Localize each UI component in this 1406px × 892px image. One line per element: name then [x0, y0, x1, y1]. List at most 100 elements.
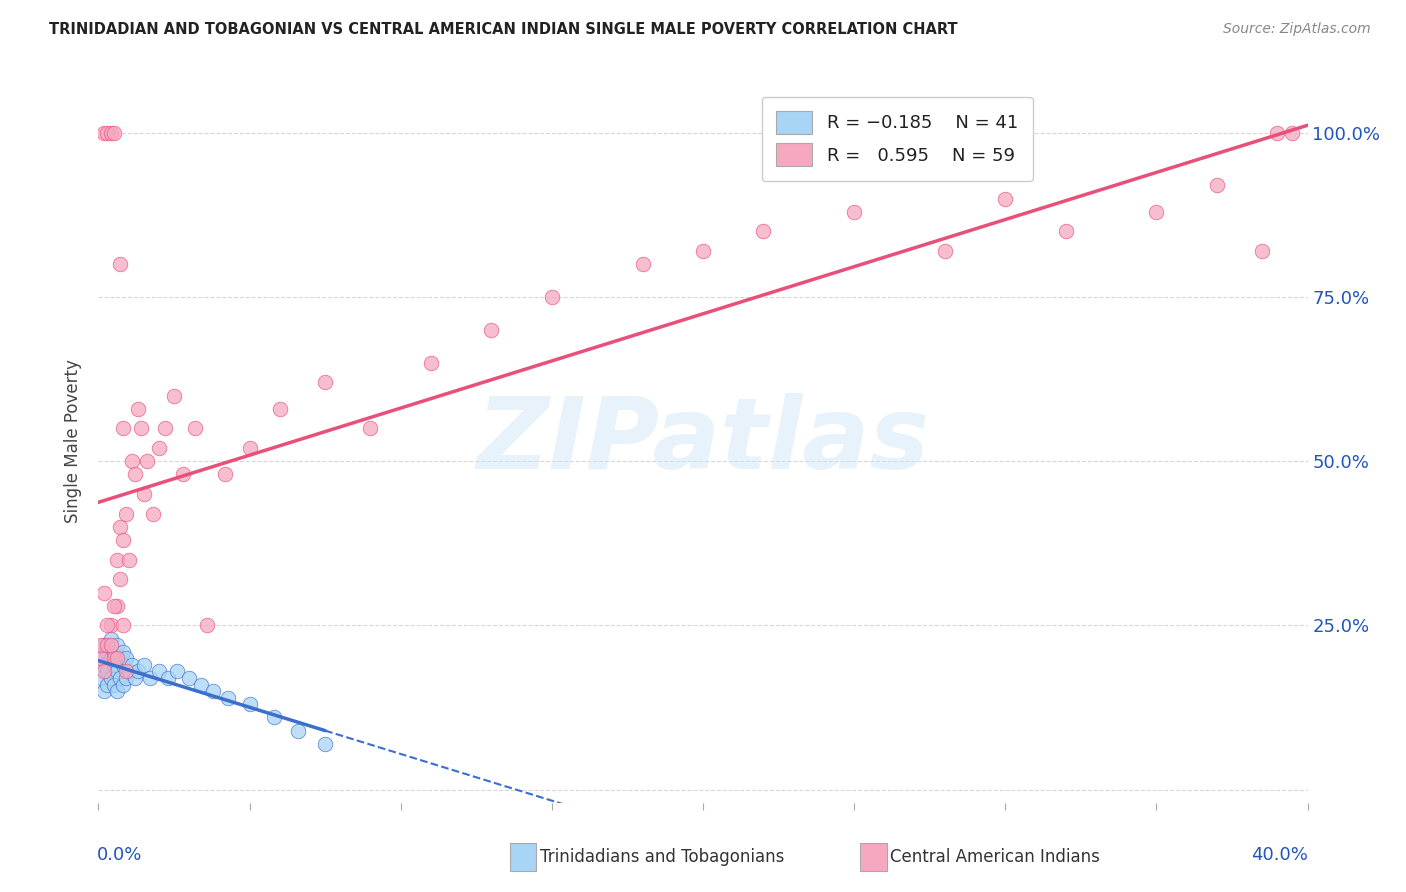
Point [202, 684, 225, 698]
Point [179, 671, 201, 685]
Point [420, 356, 443, 370]
Point [96, 677, 118, 691]
Point [172, 467, 194, 482]
Point [111, 677, 134, 691]
Text: ZIPatlas: ZIPatlas [477, 393, 929, 490]
Point [103, 651, 125, 665]
Text: TRINIDADIAN AND TOBAGONIAN VS CENTRAL AMERICAN INDIAN SINGLE MALE POVERTY CORREL: TRINIDADIAN AND TOBAGONIAN VS CENTRAL AM… [49, 22, 957, 37]
Point [114, 507, 136, 521]
Point [1267, 126, 1289, 140]
Point [1206, 178, 1229, 193]
Point [100, 651, 122, 665]
Point [184, 421, 207, 435]
Point [360, 421, 382, 435]
Point [127, 665, 149, 679]
Point [108, 257, 131, 271]
Point [118, 553, 141, 567]
Point [692, 244, 714, 258]
Point [121, 657, 143, 672]
Point [121, 454, 143, 468]
Text: Central American Indians: Central American Indians [890, 848, 1101, 866]
Point [108, 520, 131, 534]
Point [540, 290, 562, 304]
Point [111, 657, 134, 672]
Point [148, 665, 170, 679]
Point [752, 224, 775, 238]
Point [132, 657, 155, 672]
Point [1144, 204, 1167, 219]
Point [156, 671, 179, 685]
Point [124, 467, 146, 482]
Point [1281, 126, 1303, 140]
Point [1251, 244, 1274, 258]
Point [103, 126, 125, 140]
Legend: R = −0.185    N = 41, R =   0.595    N = 59: R = −0.185 N = 41, R = 0.595 N = 59 [762, 96, 1032, 181]
Point [108, 573, 131, 587]
Point [190, 677, 212, 691]
Point [100, 632, 122, 646]
Point [93, 638, 115, 652]
Point [105, 684, 128, 698]
Point [142, 507, 165, 521]
Point [127, 401, 149, 416]
Point [153, 421, 176, 435]
Point [96, 126, 118, 140]
Point [100, 638, 122, 652]
Point [124, 671, 146, 685]
Point [100, 671, 122, 685]
Point [90, 671, 112, 685]
Point [105, 651, 128, 665]
Point [105, 665, 128, 679]
Point [263, 710, 285, 724]
Point [287, 723, 309, 738]
Point [166, 665, 188, 679]
Point [994, 192, 1017, 206]
Point [118, 665, 141, 679]
Point [148, 441, 170, 455]
Point [105, 553, 128, 567]
Point [217, 690, 239, 705]
Y-axis label: Single Male Poverty: Single Male Poverty [65, 359, 83, 524]
Point [129, 421, 152, 435]
Point [114, 665, 136, 679]
Point [163, 388, 186, 402]
Point [105, 599, 128, 613]
Point [214, 467, 236, 482]
Point [96, 645, 118, 659]
Text: 40.0%: 40.0% [1251, 847, 1308, 864]
Point [100, 618, 122, 632]
Point [631, 257, 654, 271]
Point [108, 671, 131, 685]
Text: Source: ZipAtlas.com: Source: ZipAtlas.com [1223, 22, 1371, 37]
Point [111, 533, 134, 547]
Point [314, 376, 336, 390]
Point [269, 401, 291, 416]
Point [100, 126, 122, 140]
Point [93, 665, 115, 679]
Point [90, 651, 112, 665]
Point [90, 651, 112, 665]
Point [93, 657, 115, 672]
Point [934, 244, 956, 258]
Point [96, 638, 118, 652]
Point [103, 657, 125, 672]
Point [1054, 224, 1077, 238]
Text: Trinidadians and Tobagonians: Trinidadians and Tobagonians [540, 848, 785, 866]
Point [114, 671, 136, 685]
Point [844, 204, 866, 219]
FancyBboxPatch shape [860, 843, 887, 871]
Point [111, 421, 134, 435]
Point [314, 737, 336, 751]
Point [90, 638, 112, 652]
Point [103, 645, 125, 659]
Point [103, 677, 125, 691]
Point [103, 599, 125, 613]
Point [96, 665, 118, 679]
Point [135, 454, 157, 468]
Point [96, 618, 118, 632]
Point [481, 323, 503, 337]
Point [139, 671, 162, 685]
Point [114, 651, 136, 665]
Point [239, 441, 262, 455]
Point [132, 487, 155, 501]
